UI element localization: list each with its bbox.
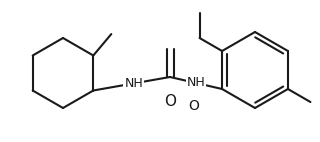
- Text: NH: NH: [187, 77, 205, 89]
- Text: O: O: [164, 94, 176, 109]
- Text: O: O: [188, 99, 199, 113]
- Text: NH: NH: [124, 77, 143, 90]
